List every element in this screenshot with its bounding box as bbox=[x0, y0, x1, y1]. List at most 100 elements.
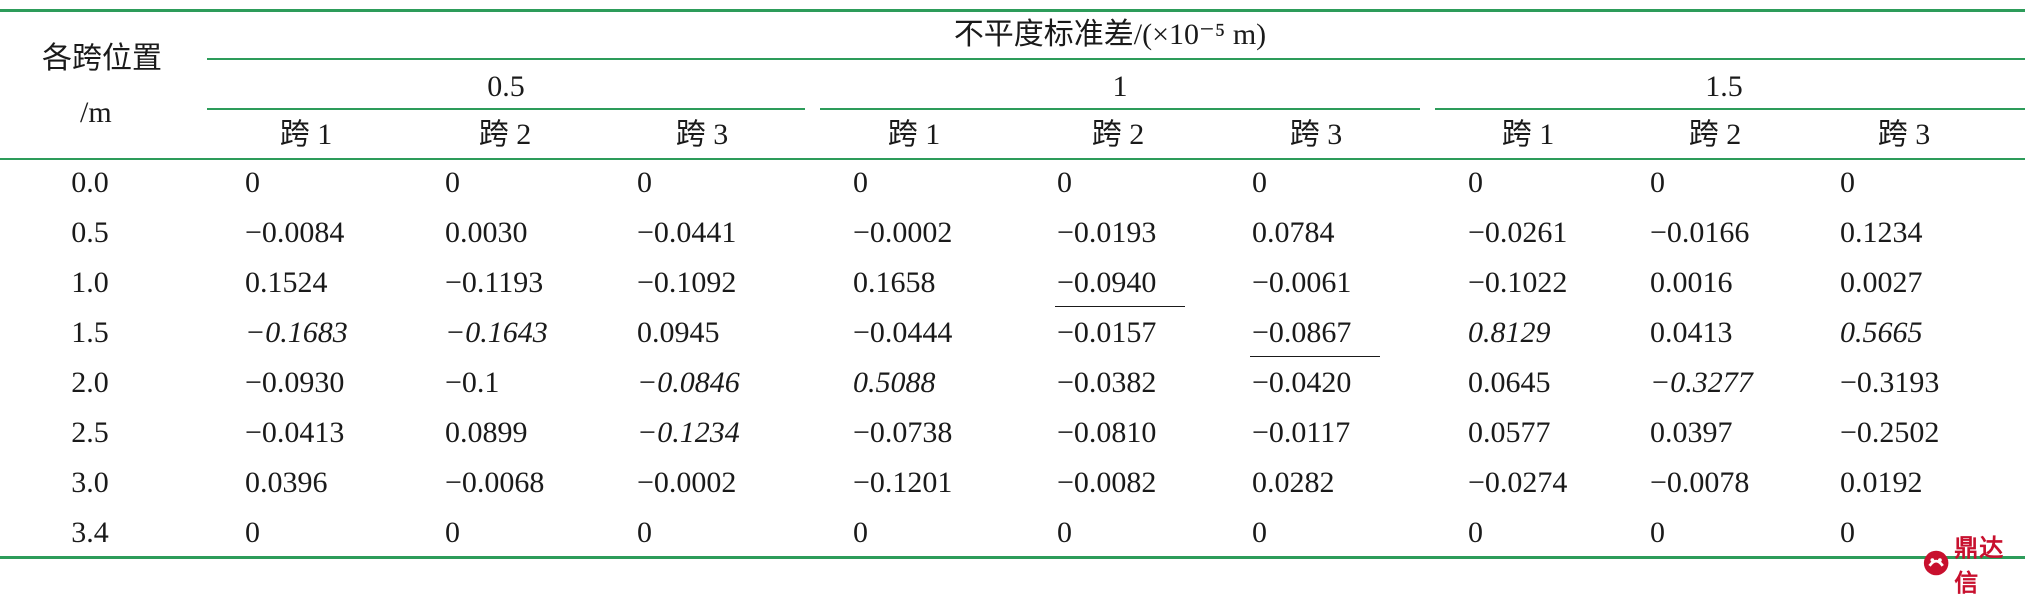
value-cell: 0 bbox=[637, 516, 652, 549]
value-cell: −0.0193 bbox=[1057, 216, 1157, 249]
value-cell: 0.0030 bbox=[445, 216, 528, 249]
value-cell: 0 bbox=[1840, 516, 1855, 549]
value-cell: 0.0784 bbox=[1252, 216, 1335, 249]
value-cell: 0 bbox=[1057, 516, 1072, 549]
span-header: 跨 2 bbox=[1688, 118, 1742, 151]
value-cell: −0.0413 bbox=[245, 416, 345, 449]
value-cell: 0.5088 bbox=[853, 366, 936, 399]
value-cell: −0.0867 bbox=[1252, 316, 1352, 349]
position-cell: 1.5 bbox=[71, 316, 109, 349]
row-label-unit: /m bbox=[80, 96, 112, 129]
value-cell: −0.1643 bbox=[445, 316, 548, 349]
value-cell: −0.1092 bbox=[637, 266, 737, 299]
value-cell: 0 bbox=[1468, 516, 1483, 549]
value-cell: 0.1234 bbox=[1840, 216, 1923, 249]
value-cell: 0 bbox=[245, 166, 260, 199]
value-cell: −0.0068 bbox=[445, 466, 545, 499]
value-cell: 0 bbox=[1057, 166, 1072, 199]
row-label-header: 各跨位置 bbox=[42, 42, 162, 75]
value-cell: 0.1524 bbox=[245, 266, 328, 299]
value-cell: 0.0396 bbox=[245, 466, 328, 499]
value-cell: −0.0444 bbox=[853, 316, 953, 349]
value-cell: 0 bbox=[853, 516, 868, 549]
value-cell: 0 bbox=[245, 516, 260, 549]
value-cell: −0.0002 bbox=[637, 466, 737, 499]
span-header: 跨 2 bbox=[1091, 118, 1145, 151]
value-cell: 0.0945 bbox=[637, 316, 720, 349]
value-cell: 0 bbox=[1650, 166, 1665, 199]
position-cell: 1.0 bbox=[71, 266, 109, 299]
position-cell: 3.0 bbox=[71, 466, 109, 499]
value-cell: −0.3277 bbox=[1650, 366, 1753, 399]
value-cell: 0 bbox=[445, 166, 460, 199]
value-cell: 0 bbox=[637, 166, 652, 199]
group-title: 不平度标准差/(×10⁻⁵ m) bbox=[953, 18, 1267, 51]
value-cell: −0.0441 bbox=[637, 216, 737, 249]
value-cell: −0.1022 bbox=[1468, 266, 1568, 299]
value-cell: −0.0084 bbox=[245, 216, 345, 249]
position-cell: 2.5 bbox=[71, 416, 109, 449]
value-cell: 0.0577 bbox=[1468, 416, 1551, 449]
value-cell: −0.0274 bbox=[1468, 466, 1568, 499]
value-underline bbox=[1250, 356, 1380, 357]
span-header: 跨 1 bbox=[279, 118, 333, 151]
value-cell: −0.0002 bbox=[853, 216, 953, 249]
bottom-rule bbox=[0, 556, 2025, 559]
value-cell: −0.0382 bbox=[1057, 366, 1157, 399]
value-cell: 0 bbox=[1840, 166, 1855, 199]
span-header: 跨 3 bbox=[1289, 118, 1343, 151]
span-header: 跨 1 bbox=[1501, 118, 1555, 151]
value-cell: 0.0016 bbox=[1650, 266, 1733, 299]
group-title-rule bbox=[207, 58, 2025, 60]
position-cell: 3.4 bbox=[71, 516, 109, 549]
value-cell: −0.0420 bbox=[1252, 366, 1352, 399]
logo-icon bbox=[1923, 550, 1949, 576]
span-header: 跨 1 bbox=[887, 118, 941, 151]
value-cell: 0 bbox=[1650, 516, 1665, 549]
value-cell: −0.0930 bbox=[245, 366, 345, 399]
value-cell: 0.8129 bbox=[1468, 316, 1551, 349]
value-cell: 0.0413 bbox=[1650, 316, 1733, 349]
span-header: 跨 2 bbox=[478, 118, 532, 151]
group-rule-0.5 bbox=[207, 108, 805, 110]
value-cell: −0.0166 bbox=[1650, 216, 1750, 249]
value-cell: −0.1193 bbox=[445, 266, 544, 299]
header-bottom-rule bbox=[0, 158, 2025, 160]
value-cell: 0 bbox=[1252, 166, 1267, 199]
table-page: { "header": { "row_label_line1": "各跨位置",… bbox=[0, 9, 2025, 597]
value-cell: −0.1683 bbox=[245, 316, 348, 349]
value-cell: 0 bbox=[445, 516, 460, 549]
span-header: 跨 3 bbox=[675, 118, 729, 151]
value-cell: 0 bbox=[853, 166, 868, 199]
value-cell: −0.0261 bbox=[1468, 216, 1568, 249]
value-cell: 0.5665 bbox=[1840, 316, 1923, 349]
group-label-2: 1.5 bbox=[1705, 70, 1743, 103]
value-cell: 0.0282 bbox=[1252, 466, 1335, 499]
group-rule-1 bbox=[820, 108, 1420, 110]
value-cell: −0.0157 bbox=[1057, 316, 1157, 349]
group-rule-1.5 bbox=[1435, 108, 2025, 110]
value-cell: −0.0082 bbox=[1057, 466, 1157, 499]
value-cell: −0.0810 bbox=[1057, 416, 1157, 449]
position-cell: 0.5 bbox=[71, 216, 109, 249]
value-cell: −0.1201 bbox=[853, 466, 953, 499]
value-cell: 0 bbox=[1252, 516, 1267, 549]
position-cell: 0.0 bbox=[71, 166, 109, 199]
value-cell: −0.0061 bbox=[1252, 266, 1352, 299]
watermark: 鼎达信 bbox=[1922, 528, 2025, 598]
span-header: 跨 3 bbox=[1877, 118, 1931, 151]
value-cell: 0 bbox=[1468, 166, 1483, 199]
value-cell: −0.1 bbox=[445, 366, 500, 399]
value-cell: −0.0940 bbox=[1057, 266, 1157, 299]
value-cell: −0.0078 bbox=[1650, 466, 1750, 499]
top-rule bbox=[0, 9, 2025, 12]
value-cell: 0.0645 bbox=[1468, 366, 1551, 399]
value-cell: −0.0117 bbox=[1252, 416, 1351, 449]
value-cell: 0.0027 bbox=[1840, 266, 1923, 299]
value-underline bbox=[1055, 306, 1185, 307]
group-label-1: 1 bbox=[1112, 70, 1128, 103]
group-label-0: 0.5 bbox=[487, 70, 525, 103]
value-cell: −0.0738 bbox=[853, 416, 953, 449]
value-cell: 0.1658 bbox=[853, 266, 936, 299]
value-cell: −0.3193 bbox=[1840, 366, 1940, 399]
